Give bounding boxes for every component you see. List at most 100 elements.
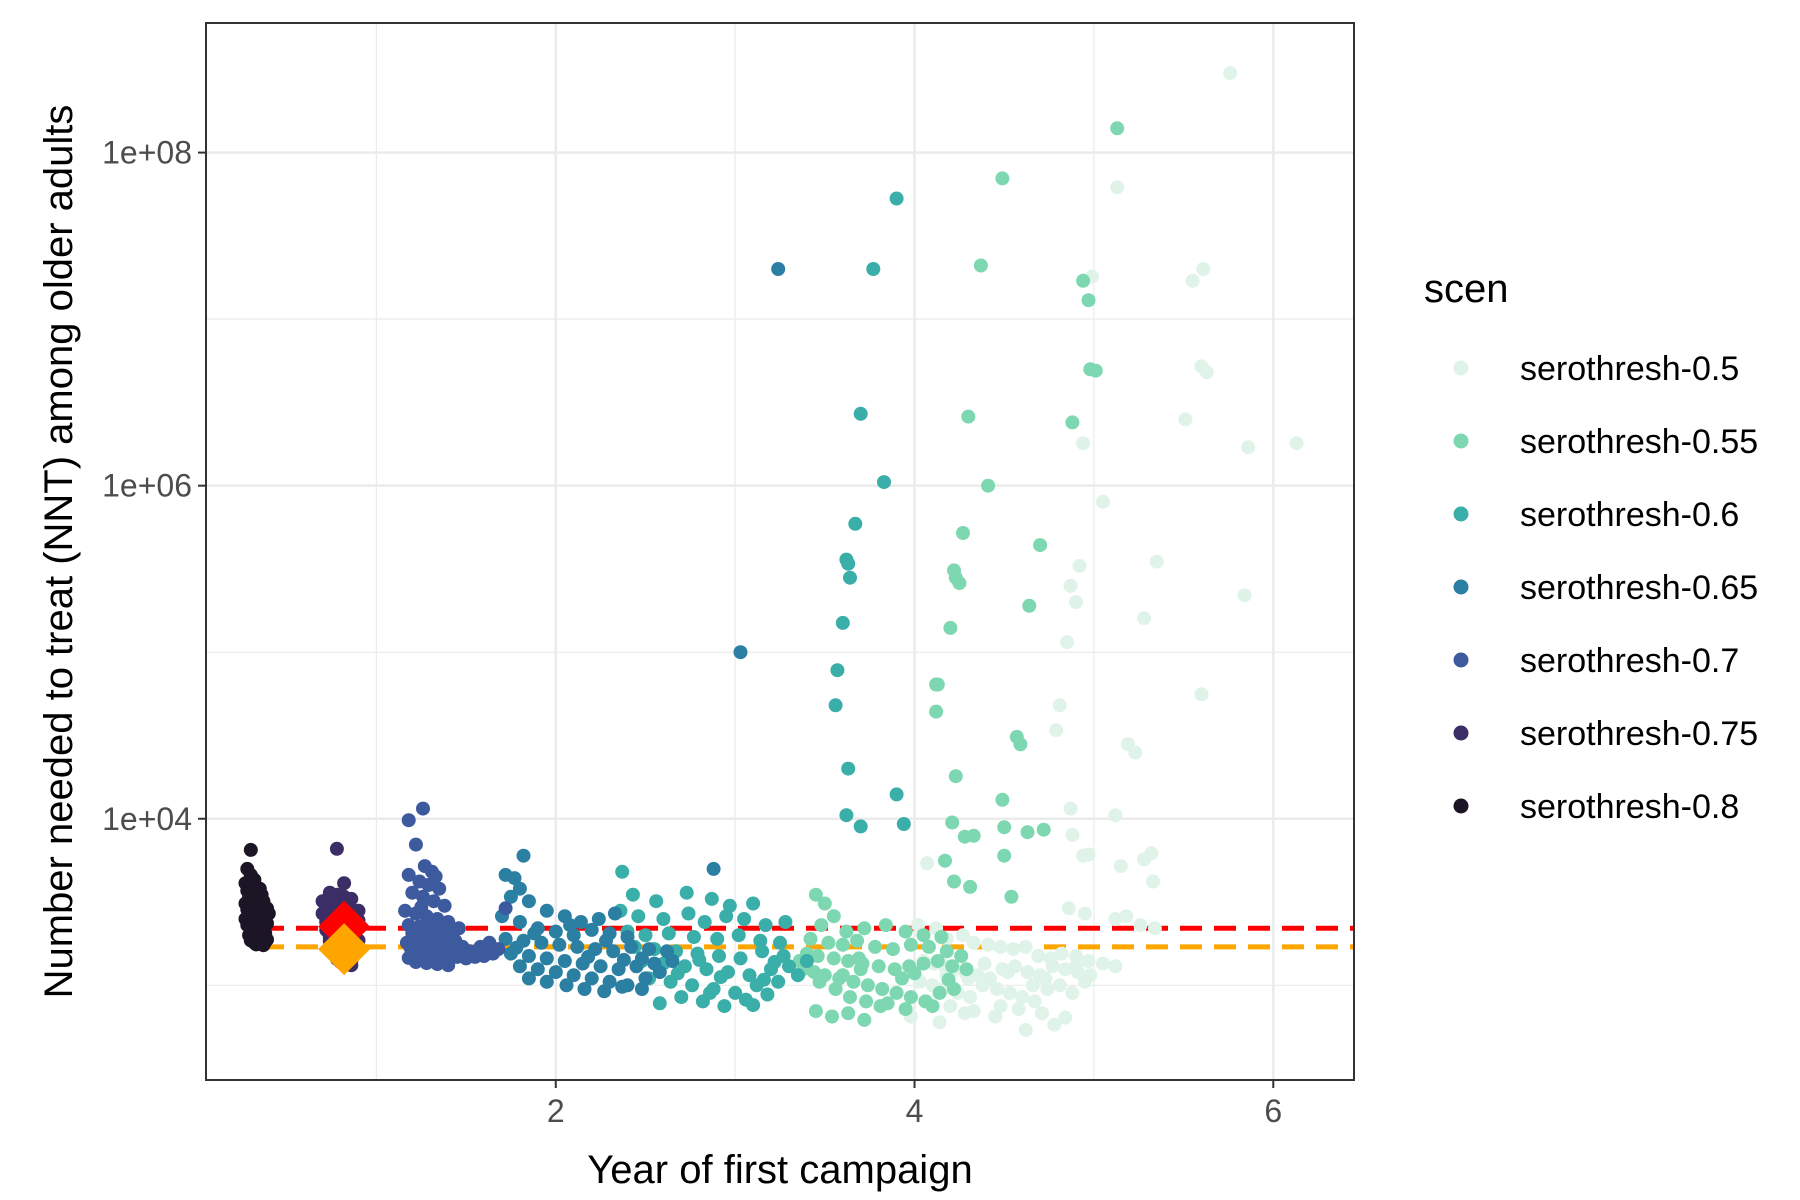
- point-serothresh-0-55: [973, 258, 988, 273]
- point-serothresh-0-5: [1196, 262, 1211, 276]
- point-serothresh-0-6: [728, 985, 743, 1000]
- legend: scen serothresh-0.5 serothresh-0.55 seroth…: [1424, 267, 1758, 826]
- point-serothresh-0-65: [591, 912, 606, 926]
- point-serothresh-0-5: [1095, 956, 1110, 971]
- point-serothresh-0-5: [956, 928, 970, 943]
- point-serothresh-0-55: [932, 985, 947, 1000]
- point-serothresh-0-6: [719, 909, 734, 924]
- grid-lines: [206, 23, 1354, 1080]
- point-serothresh-0-55: [952, 576, 967, 591]
- legend-label-serothresh-0-5: serothresh-0.5: [1520, 350, 1739, 388]
- point-serothresh-0-6: [830, 663, 845, 678]
- point-serothresh-0-55: [851, 951, 866, 966]
- point-serothresh-0-65: [584, 922, 599, 937]
- point-serothresh-0-55: [925, 999, 940, 1014]
- point-serothresh-0-6: [771, 974, 786, 989]
- point-serothresh-0-55: [903, 990, 918, 1005]
- point-serothresh-0-6: [758, 918, 773, 933]
- point-serothresh-0-55: [860, 978, 875, 993]
- point-serothresh-0-6: [713, 970, 728, 985]
- point-serothresh-0-65: [521, 949, 536, 963]
- point-serothresh-0-55: [997, 848, 1012, 863]
- point-serothresh-0-6: [638, 928, 653, 943]
- point-serothresh-0-7: [416, 889, 430, 904]
- point-serothresh-0-65: [733, 645, 748, 660]
- point-serothresh-0-65: [521, 894, 536, 909]
- point-serothresh-0-5: [1069, 949, 1083, 963]
- highlight-diamond: [318, 923, 371, 976]
- x-axis-title: Year of first campaign: [587, 1148, 972, 1192]
- point-serothresh-0-5: [966, 935, 981, 950]
- point-serothresh-0-5: [1054, 946, 1069, 961]
- point-serothresh-0-6: [790, 968, 805, 983]
- point-serothresh-0-55: [808, 887, 823, 902]
- point-serothresh-0-7: [408, 955, 423, 969]
- point-serothresh-0-55: [997, 820, 1012, 835]
- point-serothresh-0-5: [1194, 687, 1209, 702]
- point-serothresh-0-65: [597, 984, 612, 999]
- highlight-markers: [318, 900, 371, 976]
- point-serothresh-0-6: [839, 552, 854, 567]
- point-serothresh-0-65: [638, 971, 653, 986]
- point-serothresh-0-65: [548, 965, 563, 980]
- point-serothresh-0-6: [733, 951, 748, 966]
- point-serothresh-0-7: [428, 869, 443, 884]
- point-serothresh-0-5: [990, 982, 1004, 996]
- point-serothresh-0-65: [577, 982, 592, 996]
- point-serothresh-0-65: [557, 954, 572, 968]
- point-serothresh-0-5: [957, 1006, 972, 1021]
- point-serothresh-0-6: [717, 999, 732, 1014]
- point-serothresh-0-55: [808, 1004, 823, 1019]
- point-serothresh-0-6: [746, 896, 761, 911]
- point-serothresh-0-55: [828, 982, 843, 996]
- point-serothresh-0-5: [1020, 965, 1035, 980]
- legend-label-serothresh-0-55: serothresh-0.55: [1520, 423, 1758, 461]
- point-serothresh-0-55: [841, 954, 856, 968]
- point-serothresh-0-55: [947, 874, 961, 889]
- point-serothresh-0-7: [430, 957, 445, 972]
- legend-key-serothresh-0-65: [1453, 579, 1469, 595]
- point-serothresh-0-6: [712, 949, 726, 963]
- point-serothresh-0-6: [737, 912, 752, 926]
- point-serothresh-0-5: [1065, 985, 1080, 1000]
- legend-key-serothresh-0-6: [1453, 506, 1469, 522]
- point-serothresh-0-5: [963, 990, 978, 1005]
- point-serothresh-0-65: [512, 959, 527, 974]
- point-serothresh-0-5: [1241, 440, 1256, 455]
- x-axis-ticks: 2 4 6: [547, 1080, 1282, 1129]
- point-serothresh-0-55: [916, 928, 931, 943]
- point-serothresh-0-55: [817, 896, 832, 911]
- point-serothresh-0-5: [977, 956, 992, 971]
- point-serothresh-0-5: [993, 939, 1008, 954]
- point-serothresh-0-65: [706, 861, 721, 876]
- point-serothresh-0-6: [767, 955, 782, 969]
- point-serothresh-0-65: [615, 979, 630, 994]
- point-serothresh-0-5: [1052, 978, 1067, 993]
- point-serothresh-0-55: [878, 918, 893, 933]
- legend-title: scen: [1424, 267, 1509, 311]
- point-serothresh-0-55: [850, 933, 865, 948]
- point-serothresh-0-5: [1018, 1022, 1033, 1037]
- point-serothresh-0-55: [803, 931, 818, 946]
- legend-key-serothresh-0-7: [1453, 652, 1469, 668]
- point-serothresh-0-5: [1031, 949, 1046, 963]
- point-serothresh-0-5: [1069, 959, 1083, 974]
- point-serothresh-0-8: [256, 938, 271, 953]
- point-serothresh-0-5: [1052, 698, 1067, 713]
- point-serothresh-0-5: [1137, 611, 1152, 626]
- legend-key-serothresh-0-55: [1453, 433, 1469, 449]
- point-serothresh-0-75: [337, 876, 352, 891]
- point-serothresh-0-65: [599, 933, 613, 948]
- point-serothresh-0-55: [853, 962, 868, 977]
- point-serothresh-0-5: [943, 999, 958, 1014]
- point-serothresh-0-6: [685, 978, 700, 993]
- point-serothresh-0-6: [704, 891, 719, 906]
- point-serothresh-0-5: [1040, 982, 1055, 996]
- point-serothresh-0-5: [1002, 985, 1017, 1000]
- point-serothresh-0-6: [681, 906, 696, 921]
- point-serothresh-0-55: [841, 1006, 856, 1021]
- point-serothresh-0-7: [419, 956, 434, 971]
- point-serothresh-0-5: [1095, 494, 1110, 509]
- point-serothresh-0-55: [1088, 363, 1103, 378]
- point-serothresh-0-5: [1149, 554, 1164, 569]
